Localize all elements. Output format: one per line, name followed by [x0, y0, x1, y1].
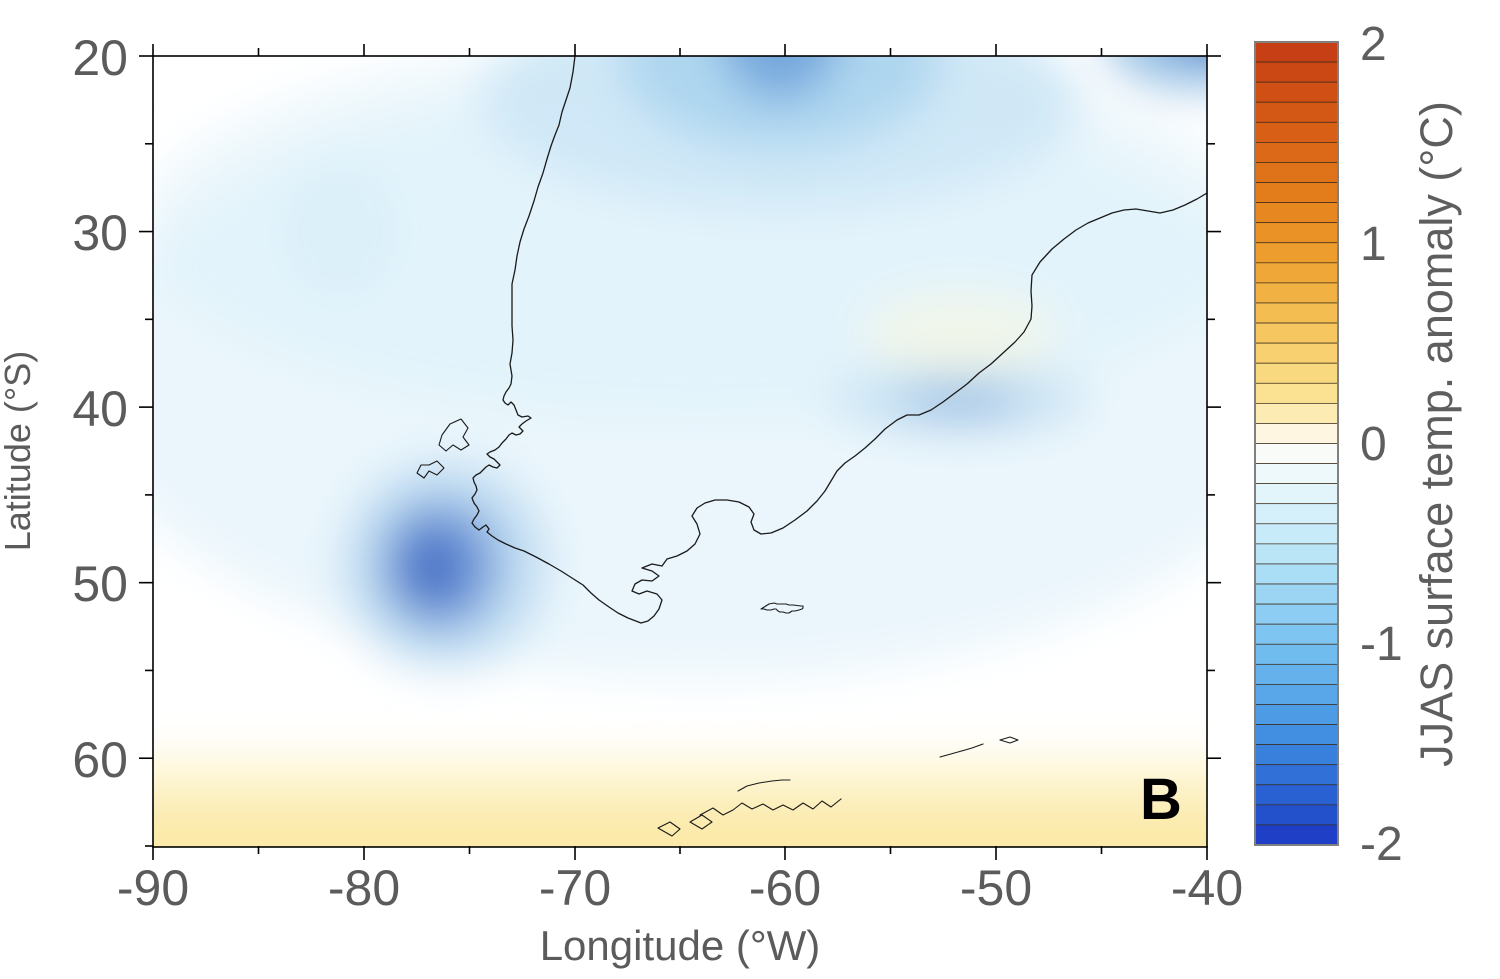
svg-text:40: 40: [72, 381, 128, 437]
svg-text:-60: -60: [749, 860, 821, 916]
svg-text:-1: -1: [1360, 618, 1403, 671]
svg-text:B: B: [1140, 767, 1182, 832]
svg-text:60: 60: [72, 732, 128, 788]
svg-text:-50: -50: [960, 860, 1032, 916]
svg-text:30: 30: [72, 205, 128, 261]
svg-text:Latitude (°S): Latitude (°S): [0, 351, 38, 552]
svg-text:Longitude (°W): Longitude (°W): [540, 922, 821, 969]
svg-text:-40: -40: [1171, 860, 1243, 916]
svg-text:-90: -90: [117, 860, 189, 916]
svg-text:2: 2: [1360, 18, 1387, 71]
svg-text:50: 50: [72, 556, 128, 612]
svg-text:-80: -80: [328, 860, 400, 916]
svg-text:-2: -2: [1360, 818, 1403, 871]
svg-text:0: 0: [1360, 418, 1387, 471]
svg-text:-70: -70: [539, 860, 611, 916]
svg-text:20: 20: [72, 30, 128, 86]
svg-text:1: 1: [1360, 218, 1387, 271]
svg-text:JJAS surface temp. anomaly (°C: JJAS surface temp. anomaly (°C): [1411, 101, 1462, 767]
